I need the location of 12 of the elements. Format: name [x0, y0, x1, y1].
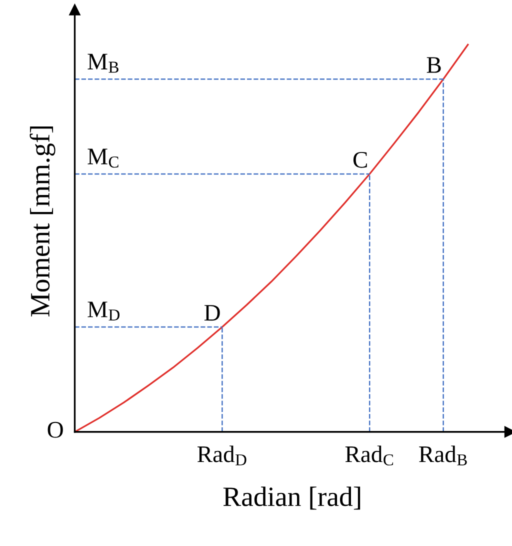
annotation: B — [426, 57, 441, 73]
x-axis-title: Radian [rad] — [223, 486, 360, 510]
ref-line-label: M$_{B}$ — [88, 54, 118, 73]
y-axis-title: Moment [mm.gf] — [30, 126, 56, 316]
x-tick-label: Rad$_{B}$ — [419, 446, 467, 466]
annotation: D — [204, 305, 220, 321]
x-tick-label: Rad$_{D}$ — [197, 446, 246, 466]
x-tick-label: Rad$_{C}$ — [345, 446, 394, 466]
ref-line-label: M$_{D}$ — [88, 302, 120, 320]
ref-line-label: M$_{C}$ — [88, 148, 118, 168]
annotation: O — [48, 422, 63, 438]
annotation: C — [353, 152, 367, 168]
